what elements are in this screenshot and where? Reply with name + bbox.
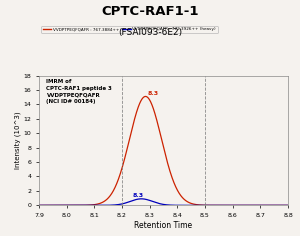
Text: CPTC-RAF1-1: CPTC-RAF1-1 (101, 5, 199, 18)
Text: 8.3: 8.3 (133, 193, 144, 198)
Legend: VVDPTPEQFQAFR : 767.3884++, VVDPTPEQFQAFR : 772.3926++ (heavy): VVDPTPEQFQAFR : 767.3884++, VVDPTPEQFQAF… (41, 26, 218, 33)
Text: (FSAI093-6E2): (FSAI093-6E2) (118, 28, 182, 37)
Text: IMRM of
CPTC-RAF1 peptide 3
VVDPTPEQFQAFR
(NCI ID# 00184): IMRM of CPTC-RAF1 peptide 3 VVDPTPEQFQAF… (46, 79, 112, 104)
X-axis label: Retention Time: Retention Time (134, 221, 193, 230)
Y-axis label: Intensity (10^3): Intensity (10^3) (14, 112, 21, 169)
Text: 8.3: 8.3 (148, 91, 159, 96)
